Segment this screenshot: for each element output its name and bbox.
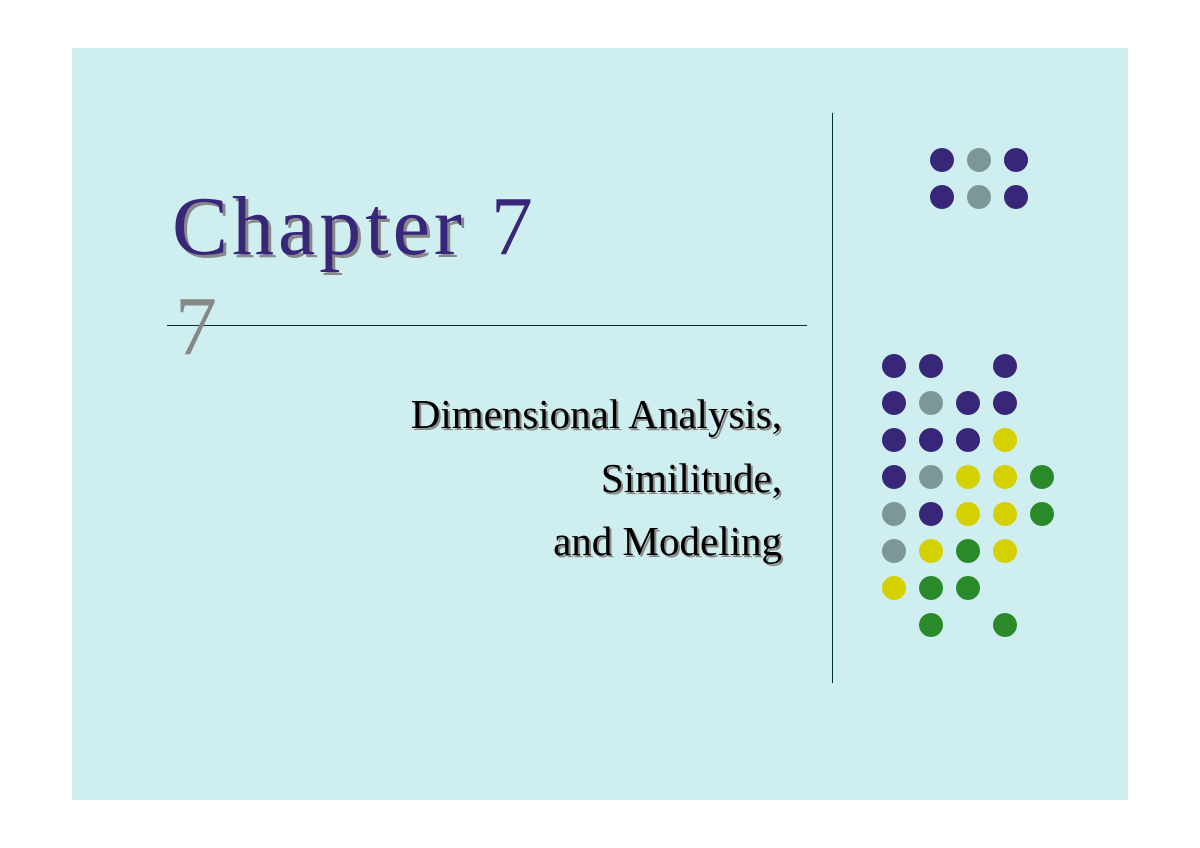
decoration-dot bbox=[993, 354, 1017, 378]
slide: Chapter 7 Chapter 7 Dimensional Analysis… bbox=[72, 48, 1128, 800]
vertical-divider bbox=[832, 113, 833, 683]
decoration-dot bbox=[919, 465, 943, 489]
subtitle-line: and Modelingand Modeling bbox=[172, 510, 782, 574]
decoration-dot bbox=[919, 613, 943, 637]
title-text: Chapter 7 bbox=[172, 180, 537, 273]
decoration-dot bbox=[956, 576, 980, 600]
subtitle-line: Dimensional Analysis,Dimensional Analysi… bbox=[172, 383, 782, 447]
decoration-dot bbox=[919, 391, 943, 415]
decoration-dot bbox=[956, 391, 980, 415]
decoration-dot bbox=[993, 539, 1017, 563]
decoration-dot bbox=[930, 185, 954, 209]
subtitle-line: Similitude,Similitude, bbox=[172, 447, 782, 511]
decoration-dot bbox=[1030, 502, 1054, 526]
slide-subtitle: Dimensional Analysis,Dimensional Analysi… bbox=[172, 383, 782, 574]
decoration-dot bbox=[882, 576, 906, 600]
decoration-dot bbox=[882, 354, 906, 378]
decoration-dot bbox=[1004, 148, 1028, 172]
decoration-dot bbox=[882, 502, 906, 526]
decoration-dot bbox=[967, 148, 991, 172]
decoration-dot bbox=[993, 613, 1017, 637]
decoration-dot bbox=[919, 539, 943, 563]
decoration-dot bbox=[967, 185, 991, 209]
decoration-dot bbox=[930, 148, 954, 172]
decoration-dot bbox=[993, 502, 1017, 526]
decoration-dot bbox=[919, 428, 943, 452]
decoration-dot bbox=[919, 354, 943, 378]
decoration-dot bbox=[993, 428, 1017, 452]
decoration-dot bbox=[956, 539, 980, 563]
decoration-dot bbox=[1004, 185, 1028, 209]
decoration-dot bbox=[882, 465, 906, 489]
decoration-dot bbox=[882, 428, 906, 452]
decoration-dot bbox=[993, 391, 1017, 415]
decoration-dot bbox=[1030, 465, 1054, 489]
decoration-dot bbox=[956, 465, 980, 489]
decoration-dot bbox=[919, 502, 943, 526]
decoration-dot bbox=[956, 502, 980, 526]
decoration-dot bbox=[882, 391, 906, 415]
decoration-dot bbox=[882, 539, 906, 563]
decoration-dot bbox=[956, 428, 980, 452]
slide-title: Chapter 7 Chapter 7 bbox=[172, 178, 537, 275]
decoration-dot bbox=[919, 576, 943, 600]
decoration-dot bbox=[993, 465, 1017, 489]
